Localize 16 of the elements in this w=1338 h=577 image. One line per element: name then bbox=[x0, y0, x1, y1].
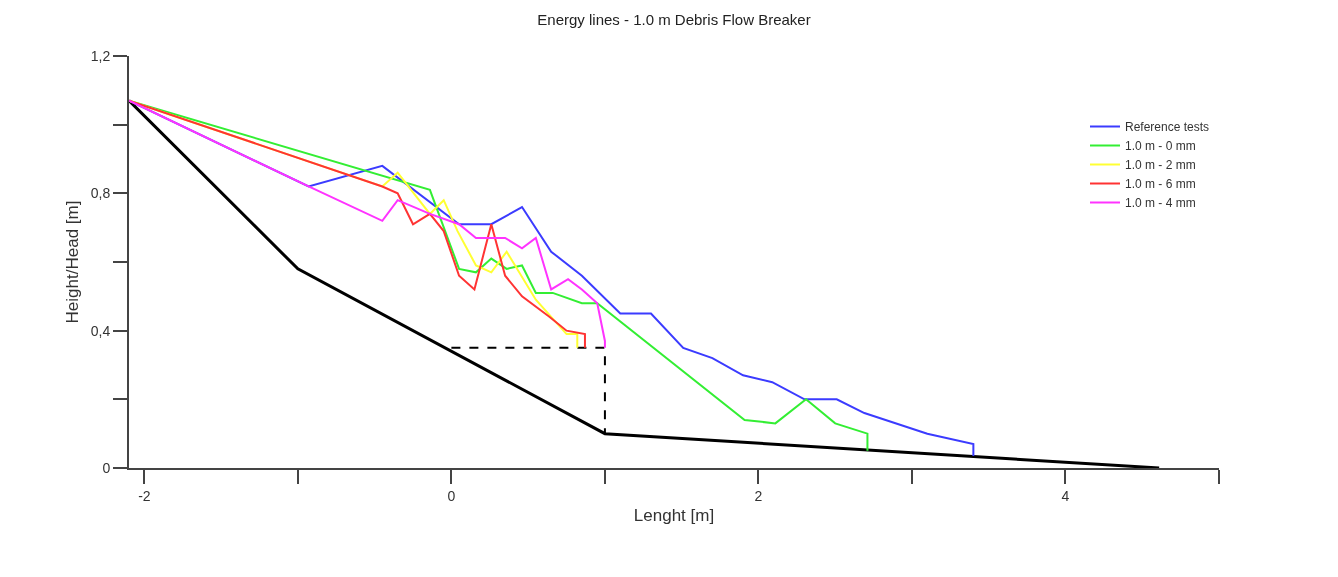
y-axis-title: Height/Head [m] bbox=[62, 200, 82, 324]
legend-label: 1.0 m - 4 mm bbox=[1125, 196, 1196, 211]
legend-label: 1.0 m - 0 mm bbox=[1125, 139, 1196, 154]
x-tick-label: 0 bbox=[447, 487, 456, 504]
y-tick-label: 0,4 bbox=[90, 322, 111, 339]
y-tick-label: 0,8 bbox=[90, 185, 111, 202]
legend-label: 1.0 m - 2 mm bbox=[1125, 158, 1196, 173]
y-tick-label: 0 bbox=[102, 459, 111, 476]
chart-title: Energy lines - 1.0 m Debris Flow Breaker bbox=[537, 11, 811, 29]
x-axis-title: Lenght [m] bbox=[633, 505, 715, 525]
x-tick-label: 2 bbox=[754, 487, 763, 504]
legend-label: 1.0 m - 6 mm bbox=[1125, 177, 1196, 192]
x-tick-label: 4 bbox=[1061, 487, 1070, 504]
x-tick-label: -2 bbox=[138, 487, 151, 504]
legend-label: Reference tests bbox=[1125, 120, 1210, 135]
y-tick-label: 1,2 bbox=[90, 47, 111, 64]
